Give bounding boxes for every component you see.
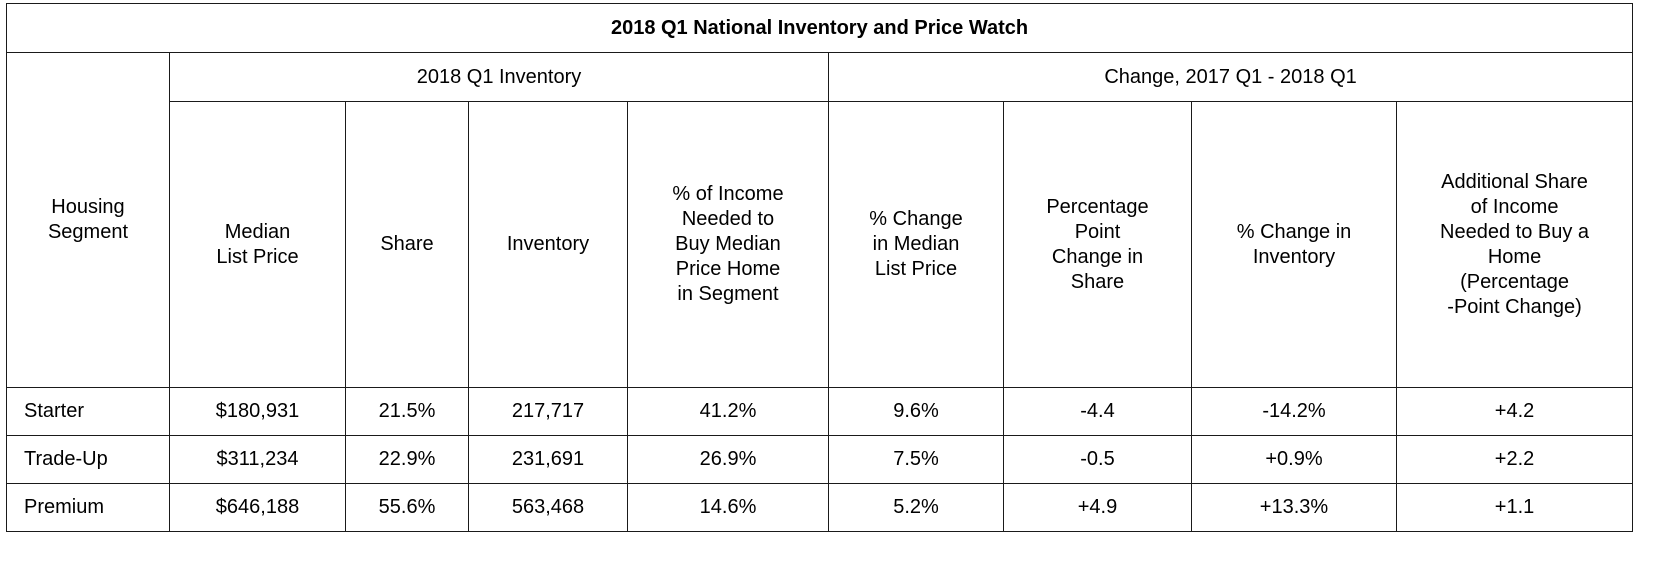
table-cell: 563,468 xyxy=(468,483,628,532)
table-cell: +2.2 xyxy=(1395,435,1634,484)
table-cell: 21.5% xyxy=(345,387,469,436)
table-cell: 55.6% xyxy=(345,483,469,532)
table-row: Premium $646,188 55.6% 563,468 14.6% 5.2… xyxy=(6,483,1634,532)
column-header-income-needed: % of Income Needed to Buy Median Price H… xyxy=(627,101,829,388)
table-cell: 14.6% xyxy=(627,483,829,532)
table-cell: +4.9 xyxy=(1003,483,1192,532)
column-header-median-list-price: Median List Price xyxy=(169,101,346,388)
column-header-change-inventory: % Change in Inventory xyxy=(1191,101,1397,388)
table-cell: 22.9% xyxy=(345,435,469,484)
column-header-inventory: Inventory xyxy=(468,101,628,388)
table-cell: -14.2% xyxy=(1191,387,1397,436)
group-header-inventory: 2018 Q1 Inventory xyxy=(169,52,829,102)
table-cell: 26.9% xyxy=(627,435,829,484)
table-cell: -0.5 xyxy=(1003,435,1192,484)
column-header-share: Share xyxy=(345,101,469,388)
table-cell: $180,931 xyxy=(169,387,346,436)
table-cell: 41.2% xyxy=(627,387,829,436)
housing-segment-header: Housing Segment xyxy=(6,52,170,388)
group-header-change: Change, 2017 Q1 - 2018 Q1 xyxy=(827,52,1634,102)
table-cell: +0.9% xyxy=(1191,435,1397,484)
row-label-segment: Trade-Up xyxy=(6,435,170,484)
table-cell: +1.1 xyxy=(1395,483,1634,532)
table-cell: 231,691 xyxy=(468,435,628,484)
table-cell: -4.4 xyxy=(1003,387,1192,436)
housing-segment-header-label: Housing Segment xyxy=(47,196,129,243)
table-cell: 5.2% xyxy=(828,483,1004,532)
table-cell: 217,717 xyxy=(468,387,628,436)
table-cell: +13.3% xyxy=(1191,483,1397,532)
inventory-price-table: 2018 Q1 National Inventory and Price Wat… xyxy=(5,3,1634,532)
column-header-change-median-price: % Change in Median List Price xyxy=(828,101,1004,388)
table-cell: 9.6% xyxy=(828,387,1004,436)
table-cell: +4.2 xyxy=(1395,387,1634,436)
column-header-point-change-share: Percentage Point Change in Share xyxy=(1003,101,1192,388)
row-label-segment: Premium xyxy=(6,483,170,532)
table-row: Trade-Up $311,234 22.9% 231,691 26.9% 7.… xyxy=(6,435,1634,484)
table-title: 2018 Q1 National Inventory and Price Wat… xyxy=(5,3,1634,53)
table-row: Starter $180,931 21.5% 217,717 41.2% 9.6… xyxy=(6,387,1634,436)
table-cell: $646,188 xyxy=(169,483,346,532)
inventory-price-watch: 2018 Q1 National Inventory and Price Wat… xyxy=(5,3,1634,532)
row-label-segment: Starter xyxy=(6,387,170,436)
table-cell: 7.5% xyxy=(828,435,1004,484)
column-header-additional-income-share: Additional Share of Income Needed to Buy… xyxy=(1395,101,1634,388)
table-cell: $311,234 xyxy=(169,435,346,484)
